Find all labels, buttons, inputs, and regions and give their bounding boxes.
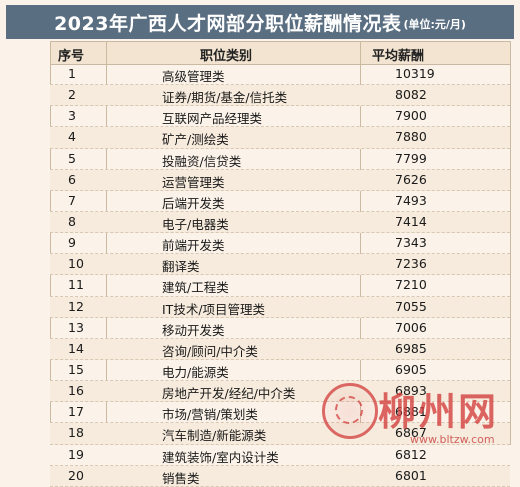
row-category: 高级管理类 bbox=[162, 69, 225, 84]
row-category: 电力/能源类 bbox=[162, 364, 229, 380]
row-salary: 7414 bbox=[395, 213, 427, 229]
row-category: 销售类 bbox=[162, 470, 200, 486]
row-category: 建筑/工程类 bbox=[162, 280, 229, 296]
table-row: 5 投融资/信贷类 7799 bbox=[50, 149, 510, 170]
row-salary: 7055 bbox=[395, 298, 427, 314]
row-salary: 10319 bbox=[395, 66, 435, 81]
table-header: 序号 职位类别 平均薪酬 bbox=[50, 41, 510, 65]
row-number: 20 bbox=[68, 467, 84, 483]
row-salary: 6905 bbox=[395, 361, 427, 377]
row-category: 翻译类 bbox=[162, 259, 200, 275]
row-salary: 7210 bbox=[395, 277, 427, 293]
row-number: 8 bbox=[68, 213, 76, 229]
row-salary: 7006 bbox=[395, 319, 427, 335]
column-header-number: 序号 bbox=[58, 49, 85, 64]
row-category: 建筑装饰/室内设计类 bbox=[162, 449, 279, 465]
watermark-seal-icon bbox=[322, 383, 378, 439]
table-row: 13 移动开发类 7006 bbox=[50, 318, 510, 339]
table-row: 15 电力/能源类 6905 bbox=[50, 360, 510, 382]
table-row: 20 销售类 6801 bbox=[50, 465, 510, 487]
unit-label: (单位:元/月) bbox=[403, 18, 466, 31]
row-category: 移动开发类 bbox=[162, 322, 225, 338]
row-number: 7 bbox=[68, 192, 76, 208]
row-number: 15 bbox=[68, 361, 84, 377]
column-divider-2 bbox=[360, 41, 361, 445]
row-category: 矿产/测绘类 bbox=[162, 132, 229, 148]
row-salary: 8082 bbox=[395, 87, 427, 103]
salary-table-document: 2023年广西人才网部分职位薪酬情况表 (单位:元/月) 序号 职位类别 平均薪… bbox=[6, 5, 514, 487]
row-salary: 7799 bbox=[395, 150, 427, 166]
row-number: 19 bbox=[68, 446, 84, 462]
watermark-url: www.bltzw.com bbox=[410, 433, 495, 446]
row-category: 汽车制造/新能源类 bbox=[162, 428, 267, 444]
table-row: 7 后端开发类 7493 bbox=[50, 191, 510, 212]
row-number: 11 bbox=[68, 277, 84, 293]
row-salary: 6867 bbox=[395, 425, 427, 441]
row-category: 互联网产品经理类 bbox=[162, 111, 263, 127]
row-salary: 7626 bbox=[395, 171, 427, 187]
row-category: 后端开发类 bbox=[162, 195, 225, 211]
row-category: 运营管理类 bbox=[162, 174, 225, 190]
table-row: 8 电子/电器类 7414 bbox=[50, 211, 510, 234]
row-number: 3 bbox=[68, 108, 76, 124]
column-header-salary: 平均薪酬 bbox=[372, 49, 425, 64]
row-number: 18 bbox=[68, 425, 84, 441]
title-bar: 2023年广西人才网部分职位薪酬情况表 (单位:元/月) bbox=[6, 5, 514, 39]
row-number: 16 bbox=[68, 383, 84, 399]
row-category: 房地产开发/经纪/中介类 bbox=[162, 386, 296, 402]
row-number: 2 bbox=[68, 87, 76, 103]
table-row: 1 高级管理类 10319 bbox=[50, 64, 510, 86]
row-salary: 7880 bbox=[395, 129, 427, 145]
row-number: 14 bbox=[68, 340, 84, 356]
column-divider-1 bbox=[106, 41, 107, 445]
row-salary: 7343 bbox=[395, 235, 427, 251]
row-category: 前端开发类 bbox=[162, 238, 225, 254]
table-row: 10 翻译类 7236 bbox=[50, 254, 510, 276]
row-salary: 6985 bbox=[395, 340, 427, 356]
table-row: 3 互联网产品经理类 7900 bbox=[50, 106, 510, 128]
table-border-left bbox=[50, 41, 51, 445]
table-row: 16 房地产开发/经纪/中介类 6893 bbox=[50, 381, 510, 403]
table-row: 6 运营管理类 7626 bbox=[50, 169, 510, 191]
column-header-category: 职位类别 bbox=[200, 49, 253, 64]
row-number: 10 bbox=[68, 256, 84, 272]
table-row: 18 汽车制造/新能源类 6867 bbox=[50, 423, 510, 445]
table-row: 4 矿产/测绘类 7880 bbox=[50, 127, 510, 149]
table-row: 17 市场/营销/策划类 6881 bbox=[50, 402, 510, 424]
row-salary: 7236 bbox=[395, 256, 427, 272]
row-salary: 7900 bbox=[395, 108, 427, 124]
watermark: 柳州网 www.bltzw.com bbox=[322, 377, 520, 451]
row-number: 4 bbox=[68, 129, 76, 145]
row-number: 12 bbox=[68, 298, 84, 314]
row-category: 电子/电器类 bbox=[162, 216, 229, 232]
row-salary: 6801 bbox=[395, 467, 427, 483]
row-category: IT技术/项目管理类 bbox=[162, 301, 266, 317]
table-row: 14 咨询/顾问/中介类 6985 bbox=[50, 338, 510, 360]
table-row: 2 证券/期货/基金/信托类 8082 bbox=[50, 85, 510, 107]
row-number: 5 bbox=[68, 150, 76, 166]
table-row: 9 前端开发类 7343 bbox=[50, 233, 510, 255]
row-number: 9 bbox=[68, 235, 76, 251]
row-number: 17 bbox=[68, 404, 84, 420]
row-number: 13 bbox=[68, 319, 84, 335]
row-salary: 6881 bbox=[395, 404, 427, 420]
row-category: 投融资/信贷类 bbox=[162, 153, 242, 169]
table-row: 11 建筑/工程类 7210 bbox=[50, 275, 510, 297]
watermark-name: 柳州网 bbox=[378, 389, 499, 434]
row-number: 1 bbox=[68, 66, 76, 81]
row-category: 咨询/顾问/中介类 bbox=[162, 343, 258, 359]
row-category: 证券/期货/基金/信托类 bbox=[162, 90, 288, 106]
row-salary: 7493 bbox=[395, 192, 427, 208]
row-number: 6 bbox=[68, 171, 76, 187]
row-category: 市场/营销/策划类 bbox=[162, 407, 258, 423]
page-title: 2023年广西人才网部分职位薪酬情况表 bbox=[54, 12, 402, 35]
table-row: 12 IT技术/项目管理类 7055 bbox=[50, 296, 510, 318]
table-border-right bbox=[510, 41, 511, 445]
row-salary: 6893 bbox=[395, 383, 427, 399]
